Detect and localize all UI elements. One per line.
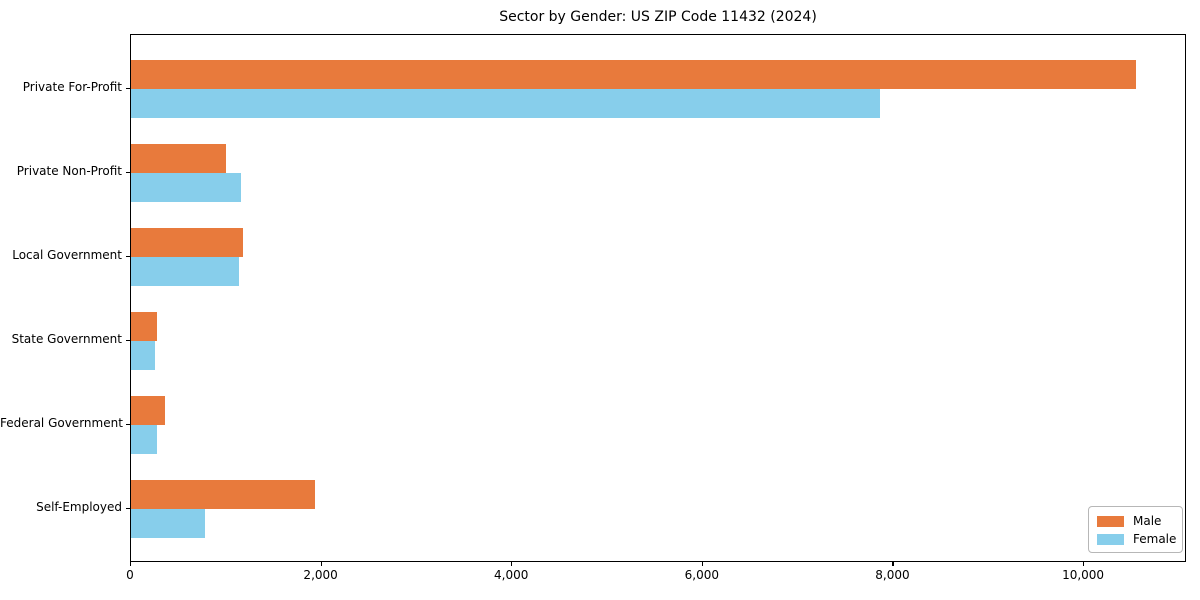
bar-male-state-government xyxy=(131,311,157,341)
y-tick-mark xyxy=(126,423,130,425)
y-tick-mark xyxy=(126,88,130,90)
x-tick-mark xyxy=(892,562,894,566)
plot-area xyxy=(130,34,1186,562)
chart-title: Sector by Gender: US ZIP Code 11432 (202… xyxy=(499,9,817,25)
bar-female-private-for-profit xyxy=(131,89,880,118)
x-tick-label: 10,000 xyxy=(1062,568,1105,582)
category-label-private-for-profit: Private For-Profit xyxy=(22,80,122,94)
bar-male-self-employed xyxy=(131,479,315,509)
x-tick-label: 4,000 xyxy=(494,568,529,582)
bar-female-self-employed xyxy=(131,508,205,538)
legend-item-male: Male xyxy=(1097,513,1174,529)
x-tick-mark xyxy=(130,562,132,566)
y-tick-mark xyxy=(126,339,130,341)
category-label-self-employed: Self-Employed xyxy=(36,499,122,514)
bar-male-local-government xyxy=(131,227,243,257)
x-tick-label: 8,000 xyxy=(875,568,910,582)
y-tick-mark xyxy=(126,171,130,174)
legend-item-female: Female xyxy=(1097,531,1177,547)
legend-swatch-male xyxy=(1097,515,1124,527)
bar-male-federal-government xyxy=(131,395,165,425)
bar-male-private-for-profit xyxy=(131,60,1136,89)
y-tick-mark xyxy=(126,255,130,257)
bar-female-private-non-profit xyxy=(131,172,241,202)
legend-label-female: Female xyxy=(1133,532,1177,546)
bar-female-local-government xyxy=(131,256,239,286)
category-label-state-government: State Government xyxy=(11,331,122,346)
legend-swatch-female xyxy=(1097,533,1124,545)
x-tick-label: 0 xyxy=(126,568,134,582)
x-tick-mark xyxy=(701,562,704,566)
category-label-federal-government: Federal Government xyxy=(0,415,123,430)
legend-label-male: Male xyxy=(1133,514,1162,528)
x-tick-mark xyxy=(511,562,513,566)
category-label-local-government: Local Government xyxy=(12,247,122,262)
bar-female-federal-government xyxy=(131,424,157,454)
bar-female-state-government xyxy=(131,340,155,370)
x-tick-label: 2,000 xyxy=(303,568,338,582)
x-tick-mark xyxy=(320,562,322,566)
legend: Male Female xyxy=(1088,506,1183,553)
y-tick-mark xyxy=(126,507,130,509)
x-tick-label: 6,000 xyxy=(684,568,720,582)
bar-male-private-non-profit xyxy=(131,143,226,173)
category-label-private-non-profit: Private Non-Profit xyxy=(16,163,122,178)
x-tick-mark xyxy=(1083,562,1085,566)
